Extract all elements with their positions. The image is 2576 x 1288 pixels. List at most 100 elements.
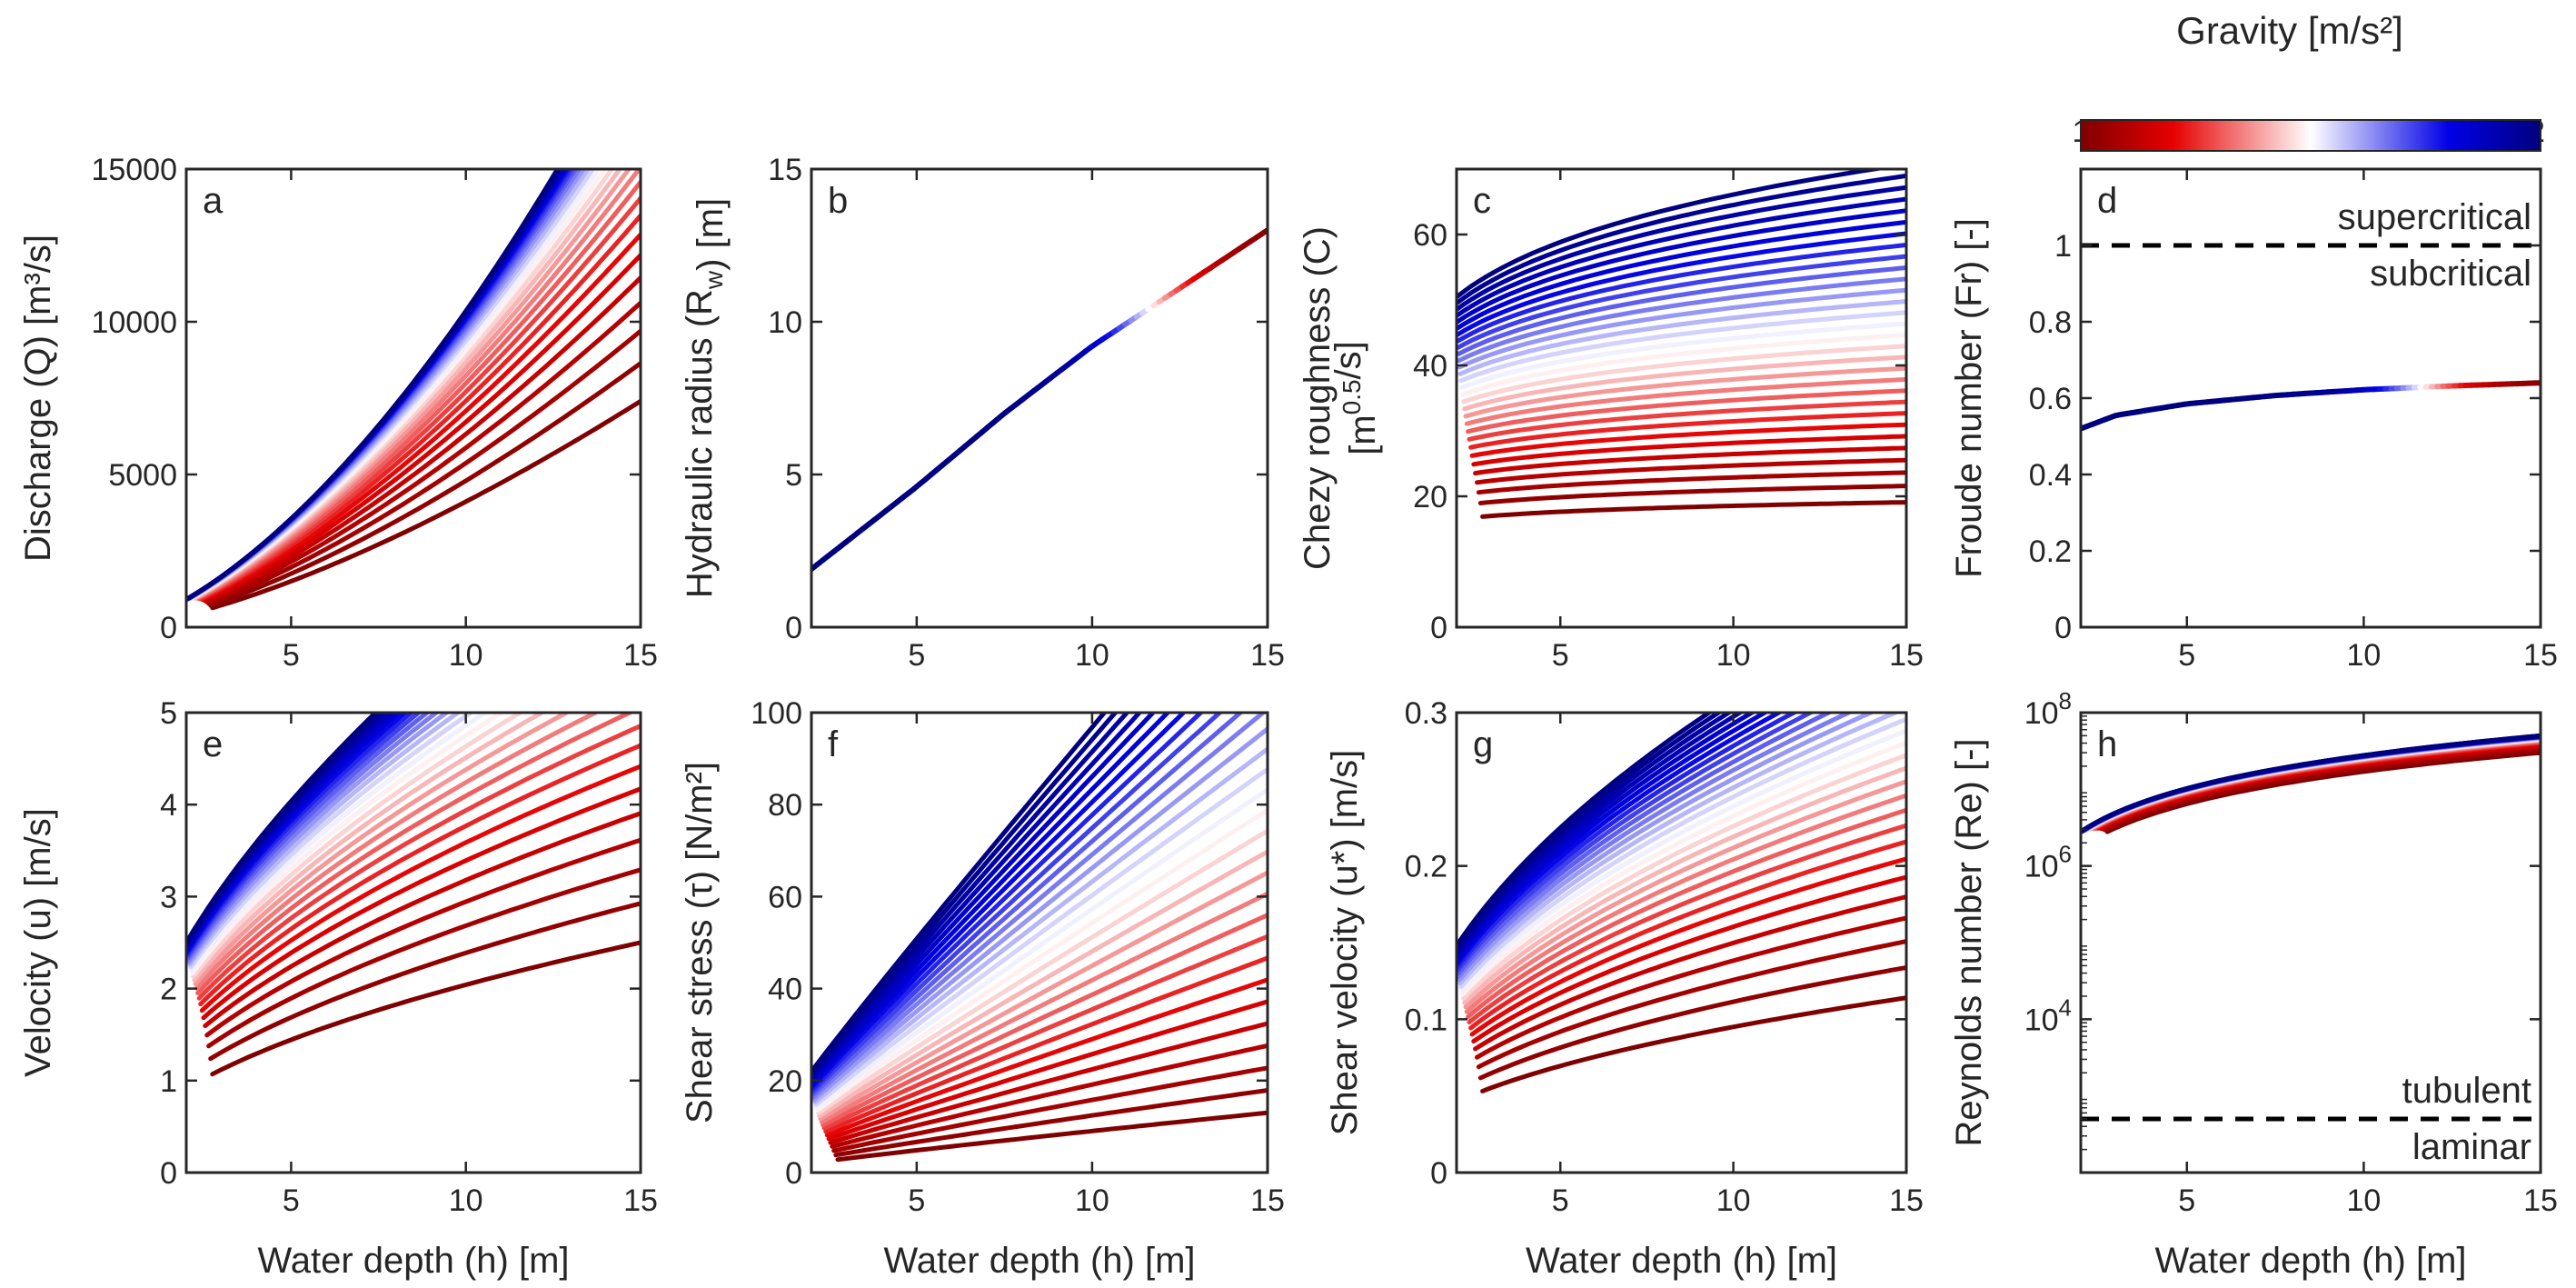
panel-label: h bbox=[2097, 724, 2117, 764]
series-line bbox=[824, 977, 1268, 1138]
series-line bbox=[1477, 484, 1906, 505]
series-line bbox=[811, 713, 1224, 1094]
panel-c: 5 10 15 0 20 40 60 c Chezy roughness (C) [m0.5/s] bbox=[1298, 167, 1924, 673]
series-line bbox=[815, 807, 1268, 1113]
series-line bbox=[1457, 713, 1902, 986]
panel-h: tubulent laminar 5 10 15 104 106 108 h Water dept… bbox=[1949, 687, 2558, 1281]
series-line bbox=[1457, 713, 1724, 952]
series-line bbox=[210, 940, 641, 1077]
y-tick-label: 15 bbox=[768, 153, 802, 187]
series-line bbox=[208, 361, 641, 608]
y-tick-label: 0 bbox=[160, 1156, 177, 1191]
y-tick-label: 0.6 bbox=[2029, 382, 2072, 416]
axes-frame bbox=[184, 167, 642, 629]
series-line bbox=[1457, 185, 1906, 312]
series-line bbox=[811, 713, 1143, 1082]
series-line bbox=[811, 726, 1268, 1103]
threshold-above-label: supercritical bbox=[2338, 197, 2531, 237]
x-axis-label: Water depth (h) [m] bbox=[2154, 1241, 2466, 1281]
x-axis-label: Water depth (h) [m] bbox=[1526, 1241, 1837, 1281]
series-line bbox=[811, 713, 1188, 1090]
series-line bbox=[821, 934, 1268, 1131]
x-tick-label: 10 bbox=[1075, 638, 1109, 673]
x-tick-label: 15 bbox=[623, 638, 658, 673]
plot-area-g bbox=[1457, 713, 1906, 1093]
y-tick-label: 5 bbox=[160, 696, 177, 731]
y-axis-label: Chezy roughness (C) [m0.5/s] bbox=[1298, 226, 1383, 570]
series-line bbox=[201, 253, 641, 603]
y-tick-label: 20 bbox=[768, 1064, 802, 1099]
y-tick-label: 0.2 bbox=[2029, 534, 2072, 569]
y-tick-label: 108 bbox=[2024, 687, 2072, 731]
y-tick-label: 1 bbox=[160, 1064, 177, 1099]
series-line bbox=[1459, 321, 1906, 390]
threshold-below-label: laminar bbox=[2412, 1127, 2531, 1167]
x-tick-label: 10 bbox=[2346, 1183, 2381, 1218]
series-line bbox=[1458, 716, 1906, 990]
series-line bbox=[1457, 713, 1835, 976]
axes-frame bbox=[184, 711, 642, 1174]
series-line bbox=[1473, 445, 1906, 476]
y-axis-label: Reynolds number (Re) [-] bbox=[1949, 738, 1989, 1146]
series-line bbox=[1457, 713, 1734, 954]
panel-label: g bbox=[1473, 724, 1493, 764]
series-line bbox=[195, 713, 635, 995]
plot-area-e bbox=[186, 713, 641, 1077]
series-line bbox=[811, 713, 1130, 1079]
y-tick-label: 1 bbox=[2054, 229, 2072, 264]
series-line bbox=[1469, 422, 1906, 458]
series-line bbox=[826, 999, 1268, 1142]
series-line bbox=[199, 764, 641, 1013]
plot-area-c bbox=[1457, 169, 1906, 519]
series-line bbox=[1457, 713, 1784, 966]
y-tick-label: 0 bbox=[785, 1156, 802, 1191]
series-line bbox=[823, 955, 1268, 1134]
series-line bbox=[1457, 208, 1906, 324]
series-line bbox=[186, 713, 441, 963]
series-line bbox=[818, 870, 1268, 1122]
series-line bbox=[1480, 500, 1906, 519]
series-line bbox=[1457, 713, 1816, 973]
plot-area-a bbox=[186, 169, 641, 611]
series-line bbox=[830, 1043, 1268, 1149]
series-line bbox=[1457, 713, 1877, 983]
panel-g: 5 10 15 0 0.1 0.2 0.3 g Water depth (h) [m] Shear… bbox=[1325, 696, 1924, 1281]
plot-area-f bbox=[811, 713, 1268, 1163]
panel-label: e bbox=[203, 724, 223, 764]
plot-area-b bbox=[811, 227, 1268, 573]
x-tick-label: 5 bbox=[1552, 1183, 1569, 1218]
series-line bbox=[811, 713, 1244, 1097]
series-line bbox=[196, 724, 641, 1001]
series-line bbox=[1457, 265, 1906, 356]
y-tick-label: 15000 bbox=[91, 153, 177, 187]
series-line bbox=[1462, 765, 1906, 1005]
series-line bbox=[1457, 713, 1745, 957]
series-line bbox=[1461, 344, 1906, 404]
series-line bbox=[204, 300, 641, 604]
series-line bbox=[1463, 365, 1906, 419]
axes-frame bbox=[1455, 167, 1908, 629]
series-line bbox=[186, 169, 561, 603]
axes-frame bbox=[2079, 711, 2542, 1174]
x-tick-label: 15 bbox=[1889, 638, 1924, 673]
series-line bbox=[1458, 310, 1906, 384]
y-tick-label: 60 bbox=[1413, 218, 1447, 253]
y-tick-label: 0 bbox=[1430, 1156, 1447, 1191]
series-line bbox=[1462, 354, 1906, 412]
panel-label: f bbox=[828, 724, 839, 764]
threshold-above-label: tubulent bbox=[2402, 1071, 2531, 1111]
series-line bbox=[190, 713, 506, 976]
series-line bbox=[1457, 196, 1906, 318]
series-line bbox=[1457, 276, 1906, 364]
series-line bbox=[187, 713, 462, 967]
series-line bbox=[1475, 915, 1906, 1060]
series-line bbox=[1457, 173, 1906, 306]
y-tick-label: 0 bbox=[785, 611, 802, 645]
series-line bbox=[1457, 287, 1906, 370]
series-line bbox=[1475, 457, 1906, 485]
series-line bbox=[206, 867, 641, 1049]
series-line bbox=[1457, 713, 1770, 964]
series-line bbox=[811, 713, 1157, 1084]
x-tick-label: 10 bbox=[449, 638, 483, 673]
panel-label: b bbox=[828, 181, 848, 221]
